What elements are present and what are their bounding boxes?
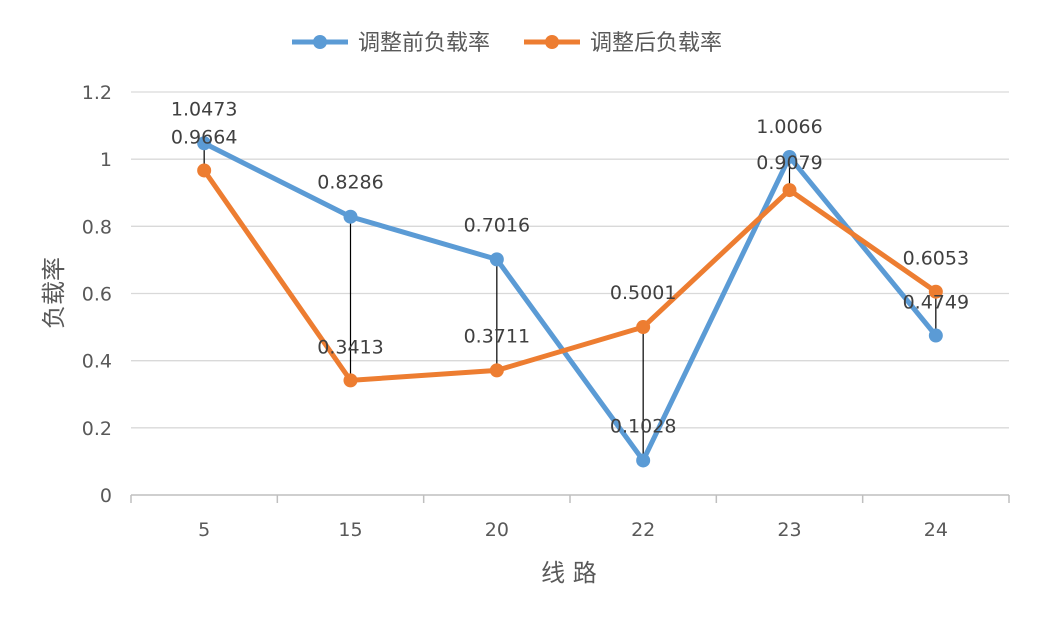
x-tick-label: 20: [485, 519, 509, 541]
data-point: [928, 284, 943, 299]
y-tick-label: 0.2: [82, 418, 112, 440]
y-tick-label: 0.8: [82, 216, 112, 238]
data-label: 0.9664: [171, 126, 237, 148]
y-tick-label: 1.2: [82, 82, 112, 104]
y-tick-label: 0.6: [82, 284, 112, 306]
x-tick-label: 22: [631, 519, 655, 541]
data-point: [928, 328, 943, 343]
data-point: [197, 136, 212, 151]
data-label: 1.0066: [756, 116, 822, 138]
legend-item-after[interactable]: 调整后负载率: [524, 31, 722, 56]
data-label: 0.4749: [903, 292, 969, 314]
data-label: 0.3413: [317, 336, 383, 358]
data-label: 0.7016: [464, 214, 530, 236]
drop-lines: [203, 143, 937, 461]
data-label: 0.6053: [903, 248, 969, 270]
data-point: [636, 320, 651, 335]
legend-label-before: 调整前负载率: [358, 31, 490, 56]
data-label: 1.0473: [171, 98, 237, 120]
legend-label-after: 调整后负载率: [590, 31, 722, 56]
y-tick-label: 0.4: [82, 351, 112, 373]
data-label: 0.1028: [610, 415, 676, 437]
axes: 0 0.2 0.4 0.6 0.8 1 1.2 5 15 20 22 23 24: [82, 82, 1010, 541]
x-tick-label: 15: [338, 519, 362, 541]
data-label: 0.8286: [317, 172, 383, 194]
legend-item-before[interactable]: 调整前负载率: [292, 31, 490, 56]
series-line-0: [201, 140, 939, 463]
data-label: 0.3711: [464, 325, 530, 347]
legend-marker-after: [545, 35, 559, 49]
data-point: [782, 149, 797, 164]
x-axis-title: 线 路: [541, 559, 597, 587]
y-tick-label: 0: [100, 485, 112, 507]
data-label: 0.5001: [610, 282, 676, 304]
data-point: [636, 453, 651, 468]
series-lines: [197, 136, 943, 468]
series-line-1: [201, 167, 939, 383]
data-point: [343, 373, 358, 388]
data-point: [782, 183, 797, 198]
y-axis-title: 负载率: [40, 257, 68, 329]
data-label: 0.9079: [756, 152, 822, 174]
x-tick-label: 24: [924, 519, 948, 541]
data-labels: 1.0473 0.8286 0.7016 0.1028 1.0066 0.4749 0.96…: [171, 98, 969, 437]
data-point: [489, 363, 504, 378]
legend-marker-before: [313, 35, 327, 49]
data-point: [343, 209, 358, 224]
y-tick-label: 1: [100, 149, 112, 171]
x-tick-label: 5: [198, 519, 210, 541]
data-point: [197, 163, 212, 178]
gridlines: [131, 91, 1009, 429]
legend: 调整前负载率 调整后负载率: [292, 31, 722, 56]
x-tick-label: 23: [777, 519, 801, 541]
data-point: [489, 252, 504, 267]
